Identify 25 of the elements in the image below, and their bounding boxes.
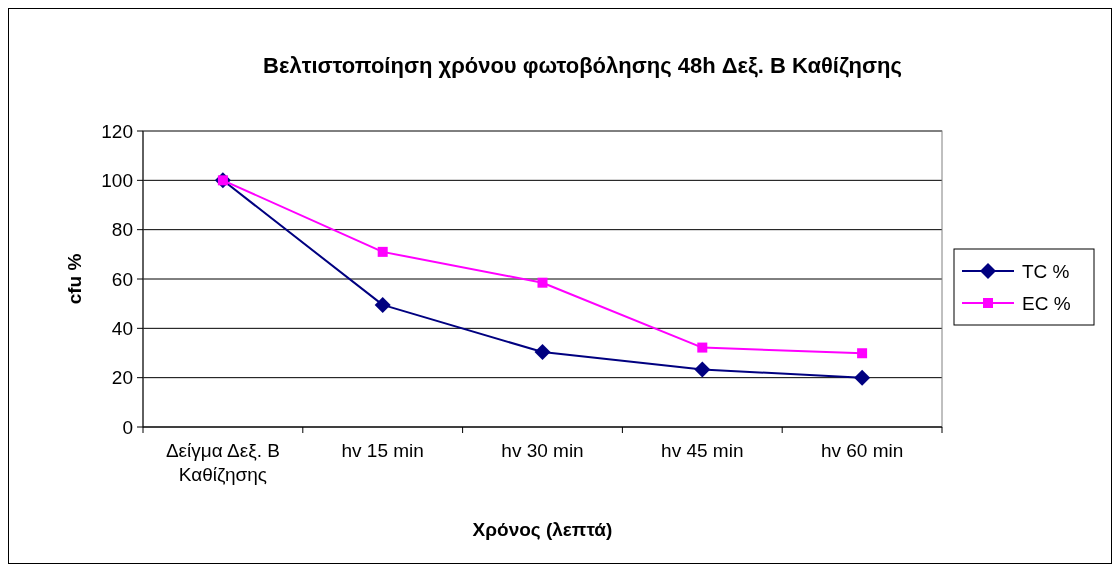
x-tick-label: hv 45 min	[661, 440, 744, 461]
y-tick-label: 60	[111, 268, 133, 290]
point	[537, 277, 548, 288]
y-tick-label: 0	[122, 416, 133, 438]
y-tick-label: 80	[111, 219, 133, 241]
point	[857, 348, 868, 359]
legend-label: EC %	[1022, 292, 1071, 314]
point	[854, 369, 871, 386]
chart-title: Βελτιστοποίηση χρόνου φωτοβόλησης 48h Δεξ. Β Καθίζησης	[263, 53, 902, 78]
point	[377, 246, 388, 257]
x-axis-title: Χρόνος (λεπτά)	[472, 519, 613, 540]
legend-label: TC %	[1022, 260, 1070, 282]
y-axis-title: cfu %	[64, 253, 85, 305]
y-tick-label: 40	[111, 317, 133, 339]
x-tick-label: hv 60 min	[820, 440, 904, 461]
point	[534, 344, 551, 361]
point	[697, 342, 708, 353]
x-tick-label: hv 30 min	[501, 440, 584, 461]
x-tick-label: Δείγμα Δεξ. Β Καθίζησης	[165, 440, 280, 485]
y-tick-label: 20	[111, 367, 133, 389]
y-tick-label: 120	[101, 120, 133, 142]
x-tick-label: hv 15 min	[341, 440, 424, 461]
y-tick-label: 100	[101, 169, 133, 191]
point	[694, 361, 711, 378]
point	[374, 296, 391, 313]
